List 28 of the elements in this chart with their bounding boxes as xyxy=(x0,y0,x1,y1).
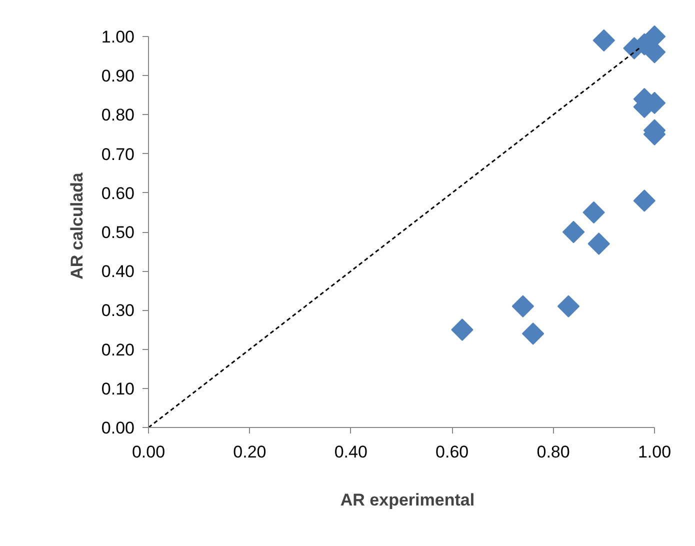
point xyxy=(522,322,544,345)
point xyxy=(562,220,585,244)
x-tick-label: 0.20 xyxy=(233,442,266,462)
y-tick-label: 0.20 xyxy=(101,340,135,360)
y-tick-label: 0.30 xyxy=(101,301,135,320)
y-tick-label: 1.00 xyxy=(101,28,135,46)
x-tick-label: 0.80 xyxy=(536,442,570,462)
y-axis-title: AR calculada xyxy=(67,172,86,280)
point xyxy=(588,232,610,255)
point xyxy=(592,29,616,52)
y-tick-label: 0.40 xyxy=(101,262,135,282)
x-tick-label: 0.00 xyxy=(132,442,166,462)
x-tick-label: 0.60 xyxy=(436,442,469,462)
point xyxy=(451,318,474,341)
y-tick-label: 0.70 xyxy=(101,144,135,164)
point xyxy=(582,201,605,224)
y-tick-label: 0.90 xyxy=(101,66,135,86)
x-tick-label: 0.40 xyxy=(334,442,368,462)
y-tick-label: 0.00 xyxy=(101,418,135,438)
y-tick-label: 0.50 xyxy=(101,223,135,242)
x-tick-label: 1.00 xyxy=(638,442,672,462)
y-tick-label: 0.60 xyxy=(101,184,135,203)
point xyxy=(512,295,534,318)
y-tick-label: 0.10 xyxy=(101,379,135,398)
point xyxy=(633,190,656,212)
point xyxy=(557,295,580,318)
x-axis-title: AR experimental xyxy=(340,490,475,510)
y-tick-label: 0.80 xyxy=(101,106,135,125)
